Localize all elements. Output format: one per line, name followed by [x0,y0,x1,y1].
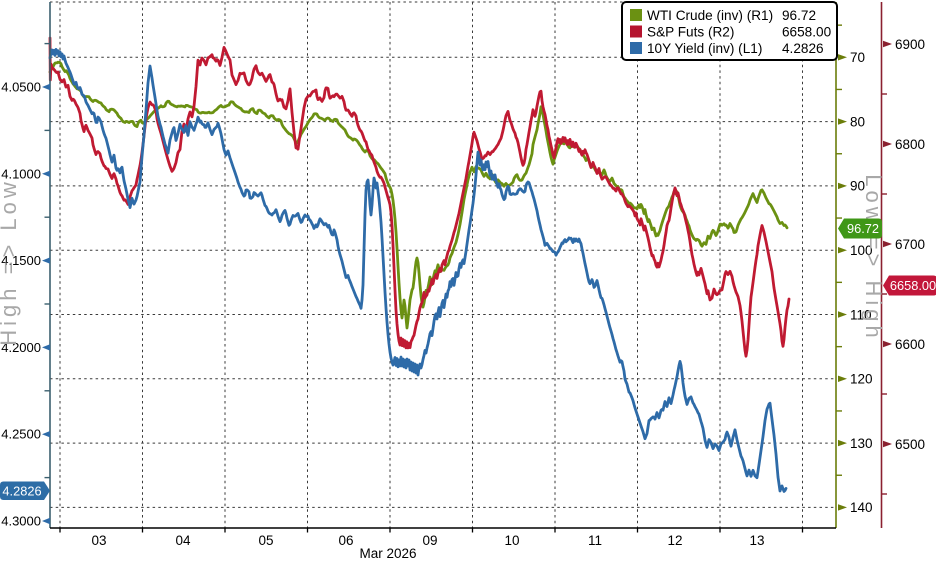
svg-text:6900: 6900 [895,37,925,52]
svg-text:96.72: 96.72 [847,221,879,236]
svg-text:130: 130 [850,436,873,451]
svg-text:4.2826: 4.2826 [2,483,41,498]
svg-text:06: 06 [338,533,353,548]
svg-text:96.72: 96.72 [782,8,816,23]
svg-text:10: 10 [504,533,519,548]
svg-text:4.2000: 4.2000 [1,340,41,355]
svg-text:70: 70 [850,50,865,65]
svg-text:100: 100 [850,243,873,258]
svg-text:12: 12 [667,533,682,548]
svg-text:11: 11 [588,533,602,548]
svg-text:6600: 6600 [895,337,925,352]
svg-text:110: 110 [850,307,872,322]
svg-text:10Y Yield (inv) (L1): 10Y Yield (inv) (L1) [647,41,762,56]
svg-text:120: 120 [850,372,873,387]
svg-text:03: 03 [91,533,106,548]
svg-text:09: 09 [422,533,437,548]
svg-text:4.2500: 4.2500 [1,427,41,442]
svg-text:4.2826: 4.2826 [782,41,824,56]
svg-text:S&P Futs (R2): S&P Futs (R2) [647,24,734,39]
svg-text:Mar 2026: Mar 2026 [359,546,416,561]
svg-text:WTI Crude (inv) (R1): WTI Crude (inv) (R1) [647,8,773,23]
svg-text:140: 140 [850,500,873,515]
svg-text:4.0500: 4.0500 [1,80,41,95]
svg-text:6800: 6800 [895,137,925,152]
svg-text:4.1500: 4.1500 [1,253,41,268]
svg-text:6700: 6700 [895,237,925,252]
svg-text:4.1000: 4.1000 [1,166,41,181]
svg-text:6500: 6500 [895,437,925,452]
svg-text:05: 05 [258,533,273,548]
svg-text:80: 80 [850,114,865,129]
svg-text:6658.00: 6658.00 [782,24,832,39]
svg-text:90: 90 [850,179,865,194]
svg-text:4.3000: 4.3000 [1,514,41,529]
svg-text:High => Low: High => Low [0,178,21,346]
svg-text:13: 13 [749,533,764,548]
svg-text:04: 04 [175,533,191,548]
svg-text:6658.00: 6658.00 [890,278,936,293]
svg-text:Low => High: Low => High [861,174,886,342]
